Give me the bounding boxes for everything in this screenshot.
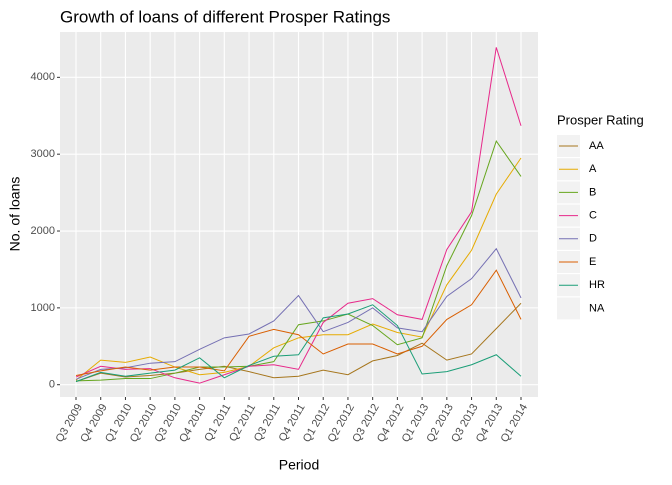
series-line (75, 157, 522, 381)
y-tick-label: 2000 (31, 225, 55, 237)
series-line (75, 140, 522, 382)
y-tick-label: 3000 (31, 148, 55, 160)
series-line (75, 47, 522, 384)
y-tick-label: 4000 (31, 71, 55, 83)
legend-label: HR (589, 279, 605, 291)
y-tick-label: 1000 (31, 302, 55, 314)
x-axis-label: Period (279, 457, 319, 473)
series-line (75, 269, 522, 376)
y-axis-label: No. of loans (7, 177, 23, 252)
series-line (75, 304, 522, 383)
legend-label: AA (589, 140, 604, 152)
legend-title: Prosper Rating (557, 112, 644, 127)
legend-label: B (589, 186, 596, 198)
legend-label: E (589, 256, 596, 268)
series-line (75, 247, 522, 380)
legend-label: A (589, 163, 597, 175)
chart-title: Growth of loans of different Prosper Rat… (60, 7, 390, 26)
y-tick-label: 0 (49, 379, 55, 391)
legend-key (557, 297, 580, 320)
series-line (75, 302, 522, 383)
legend-label: C (589, 210, 597, 222)
legend-label: NA (589, 302, 605, 314)
legend-label: D (589, 233, 597, 245)
